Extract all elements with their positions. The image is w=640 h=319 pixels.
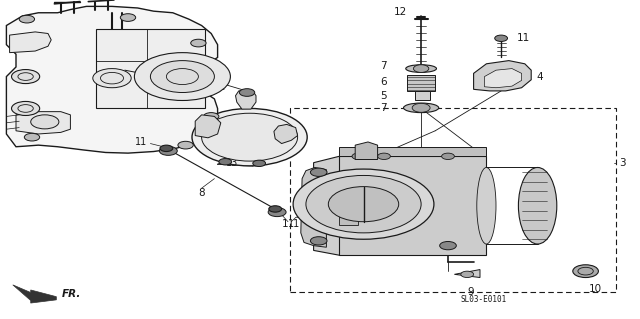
Bar [96,29,205,108]
Text: 11: 11 [517,33,531,43]
Circle shape [573,265,598,278]
Text: 11: 11 [134,137,147,147]
Circle shape [461,271,474,278]
Circle shape [269,206,282,212]
Circle shape [134,53,230,100]
Circle shape [12,101,40,115]
Circle shape [159,146,177,155]
Circle shape [328,187,399,222]
Text: SL03-E0101: SL03-E0101 [460,295,506,304]
Polygon shape [10,32,51,53]
Circle shape [413,65,429,72]
Circle shape [412,103,430,112]
Circle shape [12,70,40,84]
Polygon shape [484,69,522,88]
Polygon shape [16,112,70,134]
Ellipse shape [404,103,439,113]
Ellipse shape [406,65,436,72]
Bar [339,206,358,225]
Circle shape [253,160,266,167]
Circle shape [268,208,286,217]
Text: 12: 12 [394,7,407,17]
Bar [415,91,430,100]
Text: FR.: FR. [61,289,81,300]
Polygon shape [355,142,378,160]
Text: 3: 3 [620,158,626,168]
Polygon shape [236,90,256,109]
Text: 10: 10 [589,284,602,294]
Text: 7: 7 [380,103,387,113]
Polygon shape [274,124,298,144]
Circle shape [219,159,232,165]
Text: 1: 1 [282,219,288,229]
Circle shape [24,133,40,141]
Circle shape [293,169,434,239]
Circle shape [202,113,298,161]
Circle shape [160,145,173,152]
Circle shape [19,15,35,23]
Polygon shape [195,115,221,138]
Text: 8: 8 [198,188,205,198]
Polygon shape [6,6,218,153]
Polygon shape [339,147,486,156]
Circle shape [495,35,508,41]
Polygon shape [314,156,349,255]
Text: 9: 9 [467,287,474,297]
Text: 5: 5 [380,91,387,101]
Text: 11: 11 [288,219,301,229]
Text: 2: 2 [196,68,203,78]
Bar [290,108,616,292]
Circle shape [310,168,327,176]
Circle shape [239,89,255,96]
Circle shape [442,153,454,160]
Circle shape [378,153,390,160]
Circle shape [352,153,365,160]
Circle shape [150,61,214,93]
Circle shape [191,39,206,47]
Text: 13: 13 [225,158,238,168]
Ellipse shape [477,167,496,244]
Circle shape [178,141,193,149]
Circle shape [440,241,456,250]
Bar [339,156,486,255]
Text: 7: 7 [380,61,387,71]
Bar [407,75,435,91]
Text: 4: 4 [536,71,543,82]
Text: 6: 6 [380,77,387,87]
Circle shape [93,69,131,88]
Polygon shape [474,61,531,91]
Circle shape [120,14,136,21]
Polygon shape [301,167,326,247]
Polygon shape [13,285,56,303]
Circle shape [204,113,219,120]
Circle shape [31,115,59,129]
Polygon shape [454,270,480,278]
Circle shape [306,175,421,233]
Circle shape [310,237,327,245]
Ellipse shape [518,167,557,244]
Circle shape [192,108,307,166]
